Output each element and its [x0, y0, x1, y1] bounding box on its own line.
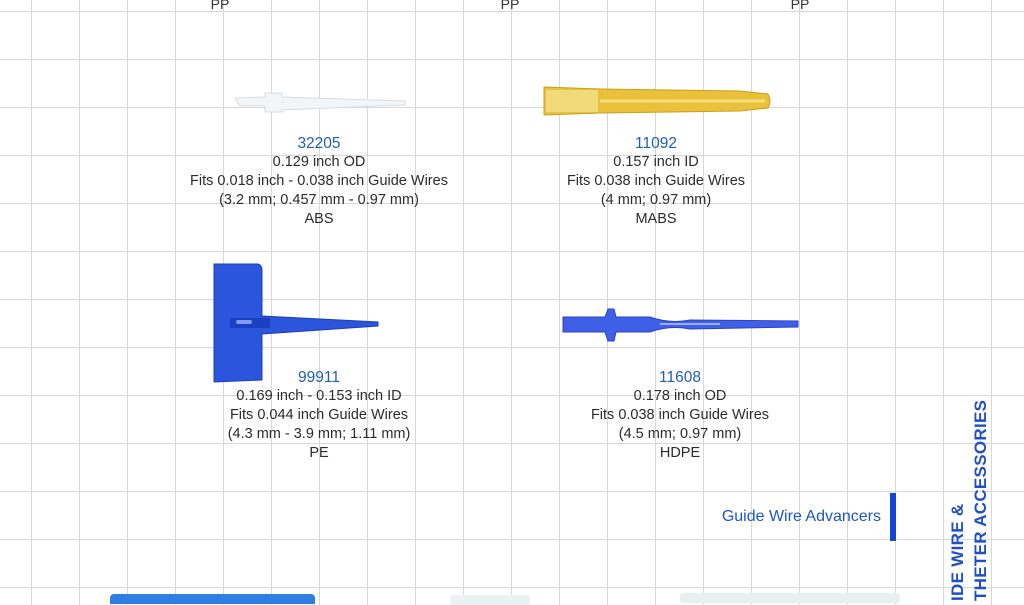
- product-size: 0.169 inch - 0.153 inch ID: [236, 388, 402, 404]
- product-11608: 11608 0.178 inch OD Fits 0.038 inch Guid…: [500, 368, 860, 463]
- side-tab-line1: IDE WIRE &: [948, 503, 967, 601]
- product-material: PE: [309, 445, 329, 461]
- side-tab-line2: THETER ACCESSORIES: [971, 399, 990, 601]
- material-label: PP: [790, 0, 810, 12]
- product-material: HDPE: [659, 445, 701, 461]
- product-fits: Fits 0.038 inch Guide Wires: [590, 407, 770, 423]
- product-code[interactable]: 11092: [635, 135, 677, 152]
- product-image-partial-white: [450, 595, 530, 605]
- product-code[interactable]: 99911: [298, 369, 340, 386]
- product-image-11608: [562, 308, 799, 342]
- product-metric: (4 mm; 0.97 mm): [600, 192, 712, 208]
- section-marker-bar: [890, 493, 896, 541]
- product-code[interactable]: 11608: [659, 369, 701, 386]
- product-fits: Fits 0.018 inch - 0.038 inch Guide Wires: [190, 173, 448, 189]
- product-fits: Fits 0.038 inch Guide Wires: [566, 173, 746, 189]
- product-code[interactable]: 32205: [297, 135, 341, 152]
- product-size: 0.129 inch OD: [272, 154, 366, 170]
- product-99911: 99911 0.169 inch - 0.153 inch ID Fits 0.…: [139, 368, 499, 463]
- product-size: 0.157 inch ID: [613, 154, 699, 170]
- product-image-partial-blue: [110, 594, 315, 604]
- product-fits: Fits 0.044 inch Guide Wires: [229, 407, 409, 423]
- product-metric: (4.3 mm - 3.9 mm; 1.11 mm): [227, 426, 411, 442]
- section-heading-guide-wire-advancers[interactable]: Guide Wire Advancers: [721, 508, 881, 525]
- product-image-partial-white: [680, 593, 900, 603]
- product-image-11092: [543, 86, 771, 116]
- material-label: PP: [500, 0, 520, 12]
- product-material: MABS: [635, 211, 677, 227]
- product-11092: 11092 0.157 inch ID Fits 0.038 inch Guid…: [476, 134, 836, 229]
- material-label: PP: [210, 0, 230, 12]
- product-material: ABS: [304, 211, 334, 227]
- product-size: 0.178 inch OD: [633, 388, 727, 404]
- product-image-32205: [234, 92, 406, 113]
- product-32205: 32205 0.129 inch OD Fits 0.018 inch - 0.…: [139, 134, 499, 229]
- product-metric: (4.5 mm; 0.97 mm): [618, 426, 742, 442]
- product-image-99911: [213, 263, 379, 383]
- product-metric: (3.2 mm; 0.457 mm - 0.97 mm): [219, 192, 419, 208]
